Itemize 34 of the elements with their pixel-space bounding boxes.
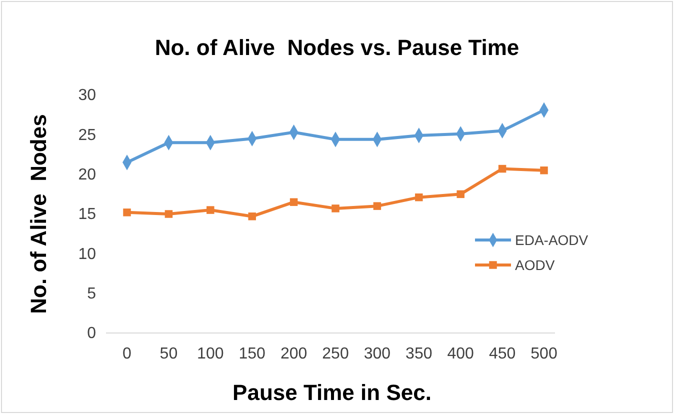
x-tick-label: 300 bbox=[364, 345, 391, 362]
point bbox=[123, 208, 131, 216]
y-tick-label: 30 bbox=[78, 87, 96, 104]
chart-title: No. of Alive Nodes vs. Pause Time bbox=[154, 35, 520, 60]
x-tick-label: 100 bbox=[197, 345, 224, 362]
point bbox=[498, 164, 506, 173]
point bbox=[456, 190, 464, 198]
point bbox=[164, 210, 173, 218]
legend-label: AODV bbox=[515, 257, 556, 273]
y-tick-label: 15 bbox=[78, 206, 96, 224]
x-axis-title: Pause Time in Sec. bbox=[232, 380, 432, 405]
x-tick-label: 200 bbox=[280, 345, 308, 362]
point bbox=[540, 166, 548, 174]
y-tick-label: 5 bbox=[87, 285, 96, 302]
y-tick-label: 0 bbox=[87, 325, 96, 342]
x-tick-label: 400 bbox=[447, 345, 474, 362]
y-tick-label: 10 bbox=[78, 246, 96, 263]
x-tick-label: 350 bbox=[406, 345, 432, 362]
x-tick-label: 500 bbox=[530, 345, 558, 362]
y-tick-label: 25 bbox=[78, 126, 96, 144]
x-tick-label: 0 bbox=[122, 345, 132, 362]
x-tick-label: 50 bbox=[160, 345, 178, 362]
x-tick-label: 250 bbox=[322, 345, 349, 362]
point bbox=[415, 193, 423, 202]
y-tick-label: 20 bbox=[78, 166, 96, 184]
y-axis-title: No. of Alive Nodes bbox=[26, 114, 51, 314]
point bbox=[248, 212, 256, 220]
point bbox=[290, 198, 298, 206]
point bbox=[206, 206, 214, 214]
point bbox=[332, 204, 340, 212]
x-tick-label: 150 bbox=[238, 345, 266, 362]
legend-label: EDA-AODV bbox=[515, 232, 589, 248]
point bbox=[373, 202, 382, 210]
x-tick-label: 450 bbox=[488, 345, 516, 362]
